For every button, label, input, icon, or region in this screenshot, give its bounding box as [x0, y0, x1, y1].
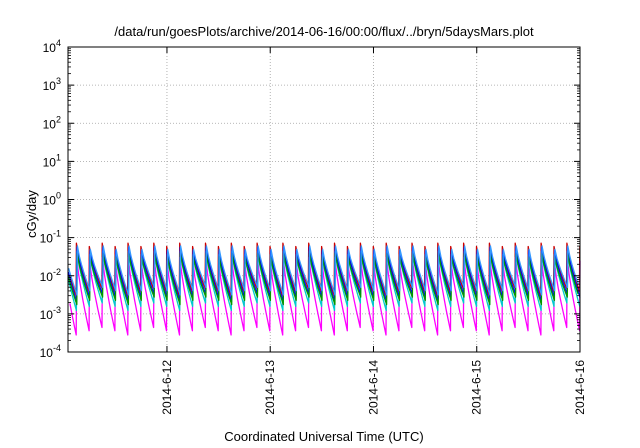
y-tick-label: 10-1	[40, 229, 61, 246]
y-tick-label: 102	[43, 114, 61, 131]
axes: 10-4 10-3 10-2 10-1 100 101 102 103 104 2014-6-12…	[40, 38, 587, 415]
x-tick-label: 2014-6-15	[470, 360, 484, 415]
x-axis-label: Coordinated Universal Time (UTC)	[224, 429, 423, 444]
y-tick-label: 101	[43, 152, 61, 169]
grid	[68, 47, 580, 352]
y-tick-label: 100	[43, 191, 61, 208]
x-tick-label: 2014-6-13	[263, 360, 277, 415]
x-tick-label: 2014-6-14	[366, 360, 380, 415]
series-line	[67, 245, 579, 296]
x-tick-label: 2014-6-12	[160, 360, 174, 415]
y-tick-label: 104	[43, 38, 61, 55]
x-tick-label: 2014-6-16	[573, 360, 587, 415]
chart-title: /data/run/goesPlots/archive/2014-06-16/0…	[114, 24, 534, 39]
y-tick-label: 103	[43, 76, 61, 93]
plot-area	[67, 242, 581, 336]
y-tick-label: 10-4	[40, 343, 61, 360]
y-tick-label: 10-2	[40, 267, 61, 284]
y-tick-label: 10-3	[40, 305, 61, 322]
y-axis-label: cGy/day	[24, 190, 39, 238]
